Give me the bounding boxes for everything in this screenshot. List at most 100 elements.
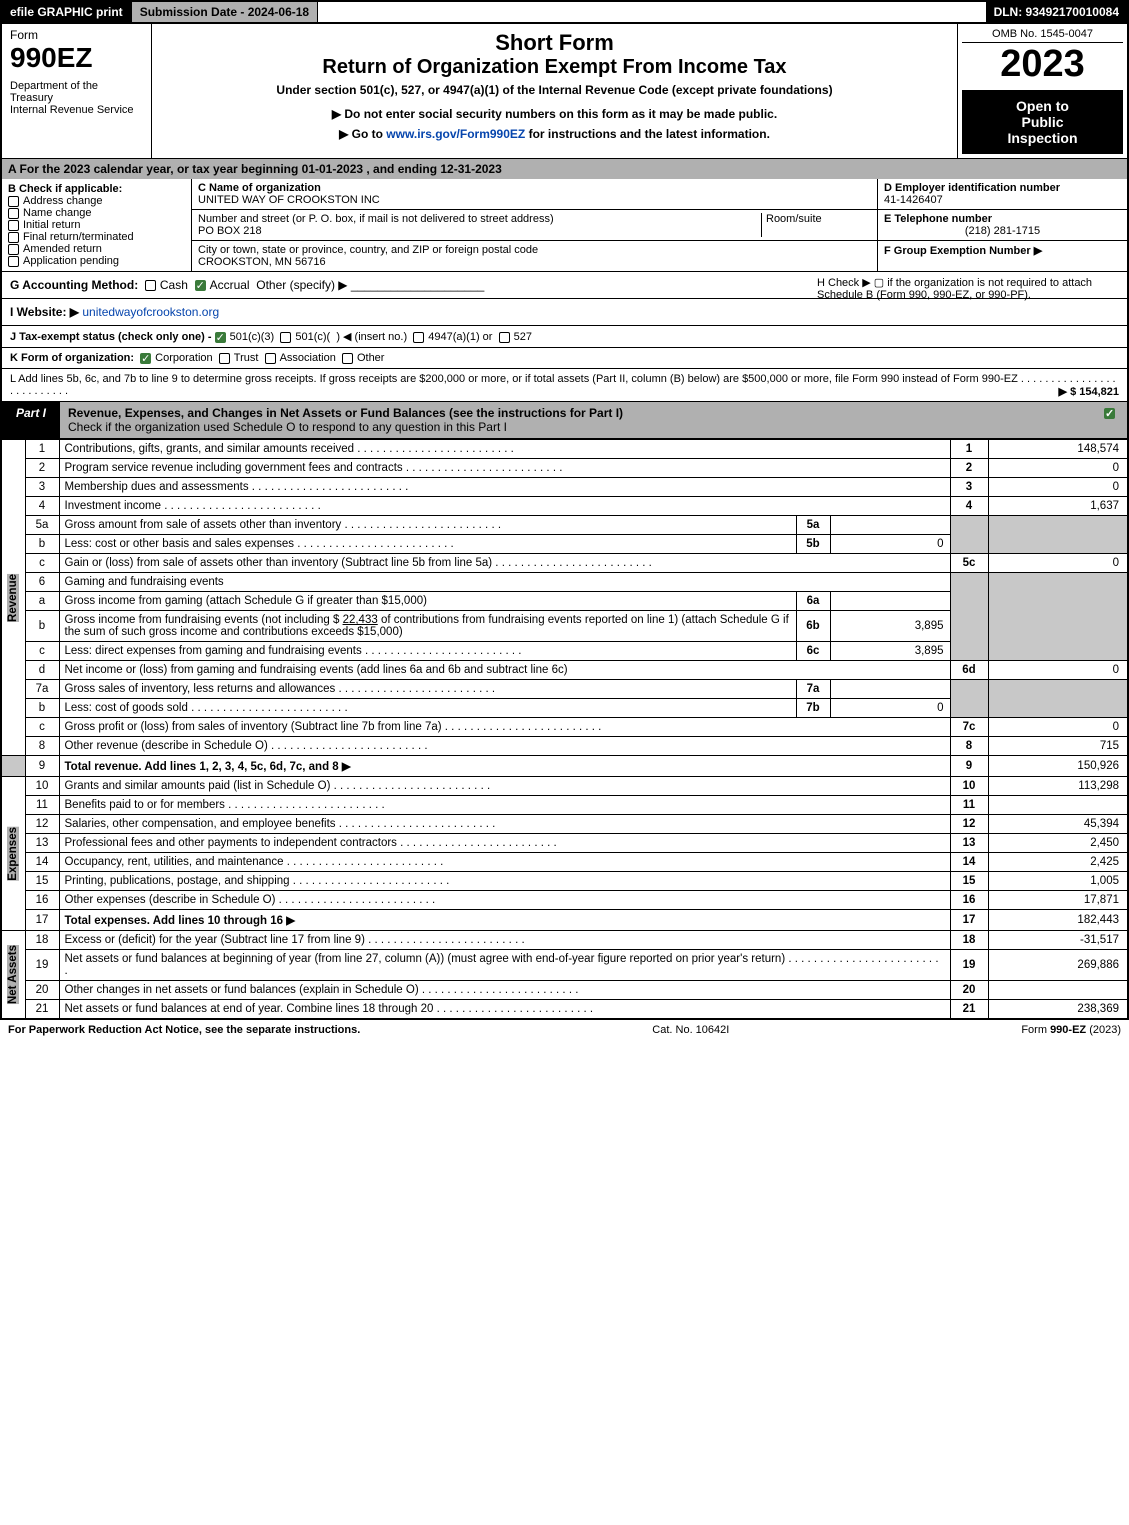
chk-address[interactable] (8, 196, 19, 207)
f-lbl: F Group Exemption Number ▶ (884, 244, 1121, 257)
line3-value: 0 (988, 478, 1128, 497)
chk-initial[interactable] (8, 220, 19, 231)
c-name-lbl: C Name of organization (198, 182, 321, 194)
line17-value: 182,443 (988, 910, 1128, 931)
dept-line2: Internal Revenue Service (10, 104, 143, 116)
part1-check-line: Check if the organization used Schedule … (68, 420, 507, 434)
chk-501c[interactable] (280, 332, 291, 343)
line12-value: 45,394 (988, 815, 1128, 834)
line1-value: 148,574 (988, 440, 1128, 459)
col-c: C Name of organization UNITED WAY OF CRO… (192, 179, 877, 271)
section-j: J Tax-exempt status (check only one) - 5… (0, 325, 1129, 347)
chk-corp[interactable] (140, 353, 151, 364)
line18-value: -31,517 (988, 931, 1128, 950)
chk-501c3[interactable] (215, 332, 226, 343)
form-header: Form 990EZ Department of the Treasury In… (0, 24, 1129, 158)
line6b-value: 3,895 (830, 611, 950, 642)
line6a-value (830, 592, 950, 611)
g-lbl: G Accounting Method: (10, 278, 138, 292)
line5c-value: 0 (988, 554, 1128, 573)
street-lbl: Number and street (or P. O. box, if mail… (198, 213, 554, 225)
form-number: 990EZ (10, 42, 143, 74)
line21-value: 238,369 (988, 1000, 1128, 1019)
chk-pending[interactable] (8, 256, 19, 267)
col-def: D Employer identification number 41-1426… (877, 179, 1127, 271)
footer-mid: Cat. No. 10642I (652, 1024, 729, 1036)
chk-other[interactable] (342, 353, 353, 364)
city-lbl: City or town, state or province, country… (198, 244, 538, 256)
dln: DLN: 93492170010084 (986, 2, 1127, 22)
city: CROOKSTON, MN 56716 (198, 256, 326, 268)
chk-amended[interactable] (8, 244, 19, 255)
chk-527[interactable] (499, 332, 510, 343)
ein: 41-1426407 (884, 194, 1121, 206)
chk-name[interactable] (8, 208, 19, 219)
line14-value: 2,425 (988, 853, 1128, 872)
subtitle: Under section 501(c), 527, or 4947(a)(1)… (158, 83, 951, 97)
omb: OMB No. 1545-0047 (962, 28, 1123, 43)
dept-line1: Department of the Treasury (10, 80, 143, 104)
line5a-value (830, 516, 950, 535)
line16-value: 17,871 (988, 891, 1128, 910)
b-label: B Check if applicable: (8, 183, 185, 195)
revenue-label: Revenue (7, 574, 19, 622)
line20-value (988, 981, 1128, 1000)
title-short-form: Short Form (158, 30, 951, 56)
section-l: L Add lines 5b, 6c, and 7b to line 9 to … (0, 368, 1129, 401)
line10-value: 113,298 (988, 777, 1128, 796)
street: PO BOX 218 (198, 225, 262, 237)
section-gh: G Accounting Method: Cash Accrual Other … (0, 271, 1129, 298)
website-link[interactable]: unitedwayofcrookston.org (82, 305, 219, 319)
line2-value: 0 (988, 459, 1128, 478)
line7a-value (830, 680, 950, 699)
i-lbl: I Website: ▶ (10, 305, 79, 319)
chk-4947[interactable] (413, 332, 424, 343)
line13-value: 2,450 (988, 834, 1128, 853)
chk-schedule-o[interactable] (1104, 408, 1115, 419)
part1-title: Revenue, Expenses, and Changes in Net As… (68, 406, 623, 420)
line19-value: 269,886 (988, 950, 1128, 981)
line8-value: 715 (988, 737, 1128, 756)
line6c-value: 3,895 (830, 642, 950, 661)
footer-left: For Paperwork Reduction Act Notice, see … (8, 1024, 360, 1036)
note-goto: ▶ Go to www.irs.gov/Form990EZ for instru… (158, 127, 951, 141)
chk-trust[interactable] (219, 353, 230, 364)
chk-final[interactable] (8, 232, 19, 243)
line7b-value: 0 (830, 699, 950, 718)
submission-date: Submission Date - 2024-06-18 (132, 2, 318, 22)
line9-value: 150,926 (988, 756, 1128, 777)
org-name: UNITED WAY OF CROOKSTON INC (198, 194, 380, 206)
part1-header: Part I Revenue, Expenses, and Changes in… (0, 401, 1129, 439)
chk-assoc[interactable] (265, 353, 276, 364)
room-lbl: Room/suite (761, 213, 871, 237)
line4-value: 1,637 (988, 497, 1128, 516)
part1-table: Revenue 1 Contributions, gifts, grants, … (0, 439, 1129, 1019)
phone: (218) 281-1715 (884, 225, 1121, 237)
expenses-label: Expenses (7, 827, 19, 881)
title-return: Return of Organization Exempt From Incom… (158, 56, 951, 79)
note-ssn: ▶ Do not enter social security numbers o… (158, 107, 951, 121)
e-lbl: E Telephone number (884, 213, 1121, 225)
tax-year: 2023 (962, 43, 1123, 86)
open-to-public: Open to Public Inspection (962, 90, 1123, 154)
line5b-value: 0 (830, 535, 950, 554)
chk-cash[interactable] (145, 280, 156, 291)
col-b: B Check if applicable: Address change Na… (2, 179, 192, 271)
chk-accrual[interactable] (195, 280, 206, 291)
section-i: I Website: ▶ unitedwayofcrookston.org (0, 298, 1129, 325)
section-k: K Form of organization: Corporation Trus… (0, 347, 1129, 368)
line7c-value: 0 (988, 718, 1128, 737)
footer-right: Form 990-EZ (2023) (1021, 1024, 1121, 1036)
gross-receipts: ▶ $ 154,821 (1059, 385, 1119, 398)
form-word: Form (10, 28, 143, 42)
line11-value (988, 796, 1128, 815)
netassets-label: Net Assets (7, 945, 19, 1004)
part1-tab: Part I (2, 402, 60, 438)
section-bcd: B Check if applicable: Address change Na… (0, 179, 1129, 271)
section-a: A For the 2023 calendar year, or tax yea… (0, 158, 1129, 179)
line15-value: 1,005 (988, 872, 1128, 891)
efile-label[interactable]: efile GRAPHIC print (2, 2, 132, 22)
irs-link[interactable]: www.irs.gov/Form990EZ (386, 127, 525, 141)
footer: For Paperwork Reduction Act Notice, see … (0, 1019, 1129, 1040)
top-bar: efile GRAPHIC print Submission Date - 20… (0, 0, 1129, 24)
